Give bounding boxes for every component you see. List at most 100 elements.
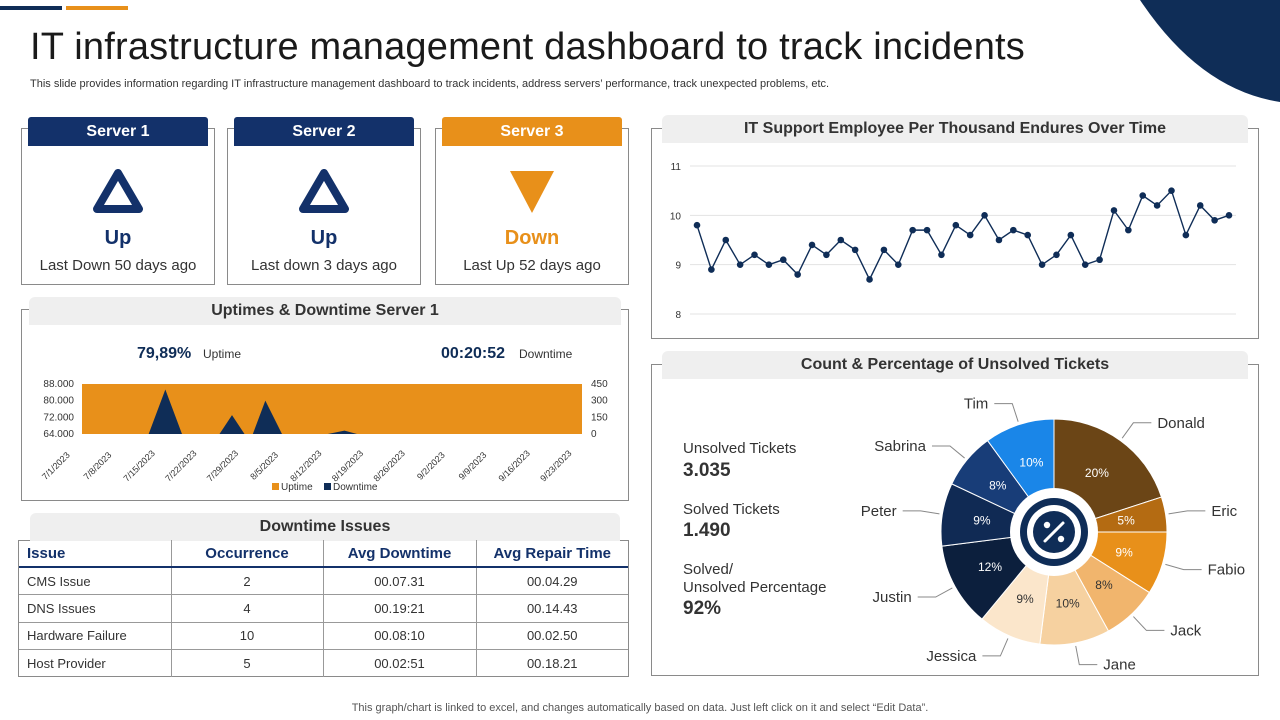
leader-line — [1075, 645, 1098, 666]
triangle-up-icon — [93, 169, 143, 213]
x-tick-label: 8/19/2023 — [330, 448, 365, 483]
table-cell: 00.18.21 — [476, 649, 628, 677]
slice-data-label: 8% — [1095, 578, 1113, 592]
table-row: Host Provider 5 00.02:51 00.18.21 — [19, 649, 628, 677]
y-left-tick-label: 64.000 — [43, 429, 74, 440]
x-tick-label: 8/12/2023 — [288, 448, 323, 483]
series-line — [696, 189, 1230, 282]
data-point — [751, 251, 758, 259]
table-cell: 5 — [171, 649, 324, 677]
data-point — [1038, 261, 1046, 268]
line-chart-title: IT Support Employee Per Thousand Endures… — [662, 115, 1248, 143]
solved-tickets-label: Solved Tickets — [683, 501, 780, 518]
data-point — [1168, 187, 1175, 194]
slice-data-label: 10% — [1019, 456, 1043, 470]
data-point — [880, 246, 888, 254]
data-point — [909, 226, 916, 234]
percent-icon-dot — [1043, 521, 1051, 529]
data-point — [1067, 231, 1075, 239]
data-point — [1081, 261, 1089, 268]
uptime-panel-title: Uptimes & Downtime Server 1 — [29, 297, 621, 325]
downtime-table-title: Downtime Issues — [30, 513, 620, 541]
uptime-area — [82, 384, 582, 434]
y-left-tick-label: 88.000 — [43, 379, 74, 390]
legend-uptime-swatch — [272, 483, 279, 490]
downtime-label: Downtime — [519, 347, 573, 361]
tickets-panel-title: Count & Percentage of Unsolved Tickets — [662, 351, 1248, 379]
percent-icon-dot — [1057, 535, 1065, 543]
leader-line — [982, 638, 1009, 657]
data-point — [708, 266, 715, 273]
data-point — [1110, 207, 1118, 214]
leader-line — [1121, 422, 1152, 439]
x-tick-label: 7/22/2023 — [163, 448, 198, 483]
data-point — [1225, 212, 1233, 219]
data-point — [1153, 202, 1161, 209]
table-header-row: Issue Occurrence Avg Downtime Avg Repair… — [19, 540, 628, 568]
data-point — [1010, 226, 1017, 234]
x-tick-label: 9/9/2023 — [457, 450, 489, 482]
table-cell: DNS Issues — [19, 594, 172, 622]
slice-name-label: Jane — [1103, 657, 1136, 670]
column-header: Avg Downtime — [323, 540, 477, 568]
server-1-note: Last Down 50 days ago — [39, 257, 197, 274]
server-2-note: Last down 3 days ago — [251, 257, 397, 274]
table-cell: Host Provider — [19, 649, 172, 677]
downtime-value: 00:20:52 — [441, 345, 506, 362]
server-2-status: Up — [310, 227, 338, 249]
data-point — [736, 261, 744, 268]
column-header: Avg Repair Time — [476, 540, 628, 568]
data-point — [823, 251, 830, 259]
x-tick-label: 9/16/2023 — [497, 448, 532, 483]
slice-data-label: 10% — [1056, 597, 1080, 611]
x-tick-label: 9/23/2023 — [538, 448, 573, 483]
uptime-downtime-chart: 64.000 72.000 80.000 88.000 0 150 300 450 7/1/20… — [40, 379, 608, 493]
percentage-label-line-1: Solved/ — [683, 561, 734, 578]
table-row: CMS Issue 2 00.07.31 00.04.29 — [19, 566, 628, 595]
corner-decoration — [1140, 0, 1280, 102]
slice-data-label: 8% — [989, 478, 1007, 492]
data-point — [894, 261, 902, 268]
table-row: DNS Issues 4 00.19:21 00.14.43 — [19, 594, 628, 622]
table-cell: 00.04.29 — [476, 566, 628, 595]
x-tick-label: 7/29/2023 — [205, 448, 240, 483]
slice-name-label: Justin — [873, 589, 912, 606]
data-point — [765, 261, 773, 268]
server-1-title: Server 1 — [28, 117, 208, 146]
table-row: Hardware Failure 10 00.08:10 00.02.50 — [19, 621, 628, 650]
server-1-status: Up — [104, 227, 132, 249]
top-accent-orange — [66, 6, 128, 10]
page-subtitle: This slide provides information regardin… — [30, 78, 830, 90]
uptime-label: Uptime — [203, 347, 242, 361]
downtime-issues-table: Issue Occurrence Avg Downtime Avg Repair… — [19, 540, 628, 677]
y-left-tick-label: 72.000 — [43, 412, 74, 423]
data-point — [1096, 256, 1103, 264]
slice-data-label: 20% — [1085, 466, 1109, 480]
data-point — [1024, 231, 1032, 239]
y-tick-label: 9 — [675, 261, 681, 272]
slice-data-label: 12% — [978, 560, 1002, 574]
x-tick-label: 7/8/2023 — [82, 450, 114, 482]
column-header: Occurrence — [171, 540, 324, 568]
triangle-down-icon — [510, 171, 554, 213]
data-point — [808, 241, 816, 249]
data-point — [966, 231, 974, 239]
legend-downtime-label: Downtime — [333, 482, 378, 493]
table-cell: 00.08:10 — [323, 621, 477, 650]
legend-uptime-label: Uptime — [281, 482, 313, 493]
table-cell: Hardware Failure — [19, 621, 172, 650]
slice-name-label: Peter — [861, 503, 897, 520]
x-tick-label: 8/26/2023 — [372, 448, 407, 483]
y-right-tick-label: 0 — [591, 429, 597, 440]
slice-data-label: 9% — [1115, 545, 1133, 559]
leader-line — [931, 445, 965, 459]
data-point — [1053, 251, 1060, 259]
data-point — [938, 251, 945, 259]
y-right-tick-label: 300 — [591, 396, 608, 407]
server-3-title: Server 3 — [442, 117, 622, 146]
y-right-tick-label: 150 — [591, 412, 608, 423]
y-tick-label: 8 — [675, 310, 681, 321]
slice-data-label: 9% — [1016, 592, 1034, 606]
data-point — [779, 256, 787, 264]
page-title: IT infrastructure management dashboard t… — [30, 26, 1025, 68]
